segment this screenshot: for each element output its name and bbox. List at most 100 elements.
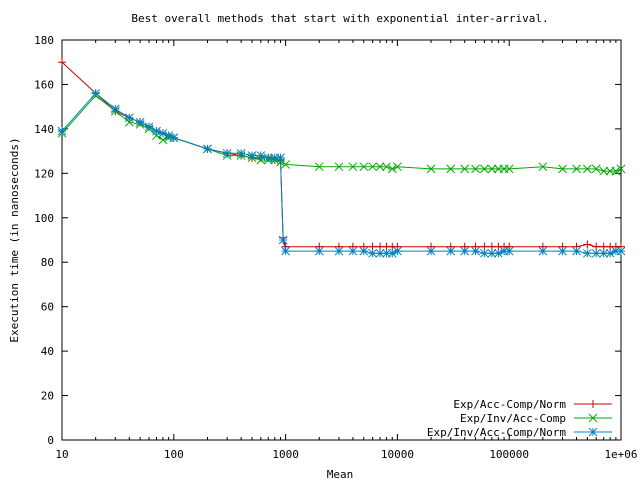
x-tick-label: 1e+06 — [604, 448, 637, 461]
data-point — [368, 248, 377, 258]
y-tick-label: 0 — [47, 434, 54, 447]
data-point — [558, 164, 567, 174]
y-tick-label: 80 — [41, 256, 54, 269]
data-point — [263, 153, 273, 163]
data-point — [504, 164, 514, 174]
data-point — [375, 162, 385, 172]
legend: Exp/Acc-Comp/NormExp/Inv/Acc-CompExp/Inv… — [427, 398, 612, 439]
data-point — [588, 427, 598, 437]
y-tick-label: 60 — [41, 301, 54, 314]
y-tick-label: 20 — [41, 390, 54, 403]
data-point — [487, 248, 497, 258]
series-line — [61, 61, 621, 248]
data-point — [314, 162, 324, 172]
y-tick-label: 140 — [34, 123, 54, 136]
data-point — [236, 148, 246, 158]
data-point — [538, 246, 548, 256]
x-tick-label: 10 — [55, 448, 68, 461]
data-point — [359, 246, 369, 256]
data-point — [276, 153, 285, 163]
data-point — [281, 246, 290, 256]
data-point — [471, 246, 480, 256]
data-point — [164, 131, 174, 140]
data-point — [393, 162, 402, 172]
data-point — [135, 117, 145, 127]
data-point — [582, 164, 592, 174]
data-point — [487, 164, 497, 174]
data-point — [471, 164, 480, 174]
y-tick-label: 100 — [34, 212, 54, 225]
data-point — [599, 166, 609, 176]
data-point — [359, 162, 369, 172]
x-tick-label: 100000 — [489, 448, 529, 461]
data-point — [314, 246, 324, 256]
data-point — [91, 88, 101, 98]
data-point — [446, 246, 456, 256]
series-line — [61, 92, 621, 254]
y-tick-label: 160 — [34, 78, 54, 91]
plot-area — [57, 58, 626, 258]
data-point — [334, 162, 344, 172]
data-point — [256, 151, 266, 160]
legend-label: Exp/Acc-Comp/Norm — [453, 398, 566, 411]
data-point — [158, 135, 168, 145]
series-3 — [57, 88, 626, 258]
y-tick-label: 180 — [34, 34, 54, 47]
data-point — [348, 162, 358, 172]
y-axis-label: Execution time (in nanoseconds) — [8, 137, 21, 342]
data-point — [158, 128, 168, 138]
data-point — [599, 248, 609, 258]
data-point — [504, 246, 514, 256]
data-point — [426, 246, 436, 256]
x-axis-ticks: 10 100 1000 10000 100000 1e+06 — [55, 40, 638, 461]
data-point — [558, 246, 567, 256]
data-point — [124, 113, 134, 123]
data-point — [247, 151, 257, 160]
series-2 — [57, 91, 626, 176]
data-point — [582, 248, 592, 258]
data-point — [124, 117, 134, 127]
data-point — [446, 164, 456, 174]
data-point — [203, 144, 212, 154]
data-point — [616, 246, 626, 256]
data-point — [480, 248, 489, 258]
x-tick-label: 1000 — [272, 448, 299, 461]
series-1 — [58, 58, 625, 251]
data-point — [591, 248, 601, 258]
axes — [61, 39, 622, 441]
data-point — [616, 164, 626, 174]
data-point — [572, 164, 581, 174]
data-point — [375, 248, 385, 258]
data-point — [152, 126, 161, 136]
x-tick-label: 100 — [164, 448, 184, 461]
series-line — [61, 94, 622, 172]
data-point — [278, 235, 288, 245]
data-point — [144, 122, 154, 132]
x-axis-label: Mean — [327, 468, 354, 480]
legend-label: Exp/Inv/Acc-Comp — [460, 412, 566, 425]
data-point — [387, 164, 397, 174]
data-point — [110, 104, 120, 114]
data-point — [591, 164, 601, 174]
data-point — [348, 246, 358, 256]
plot-frame — [61, 39, 622, 441]
data-point — [588, 413, 598, 423]
data-point — [611, 166, 621, 176]
x-tick-label: 10000 — [381, 448, 414, 461]
data-point — [281, 160, 290, 169]
chart-title: Best overall methods that start with exp… — [131, 12, 548, 25]
data-point — [572, 246, 581, 256]
data-point — [460, 164, 470, 174]
data-point — [334, 246, 344, 256]
y-tick-label: 120 — [34, 167, 54, 180]
data-point — [382, 162, 391, 172]
data-point — [169, 133, 179, 143]
data-point — [393, 246, 402, 256]
data-point — [368, 162, 377, 172]
data-point — [222, 148, 232, 158]
data-point — [538, 162, 548, 172]
data-point — [57, 126, 67, 136]
data-point — [426, 164, 436, 174]
legend-label: Exp/Inv/Acc-Comp/Norm — [427, 426, 566, 439]
